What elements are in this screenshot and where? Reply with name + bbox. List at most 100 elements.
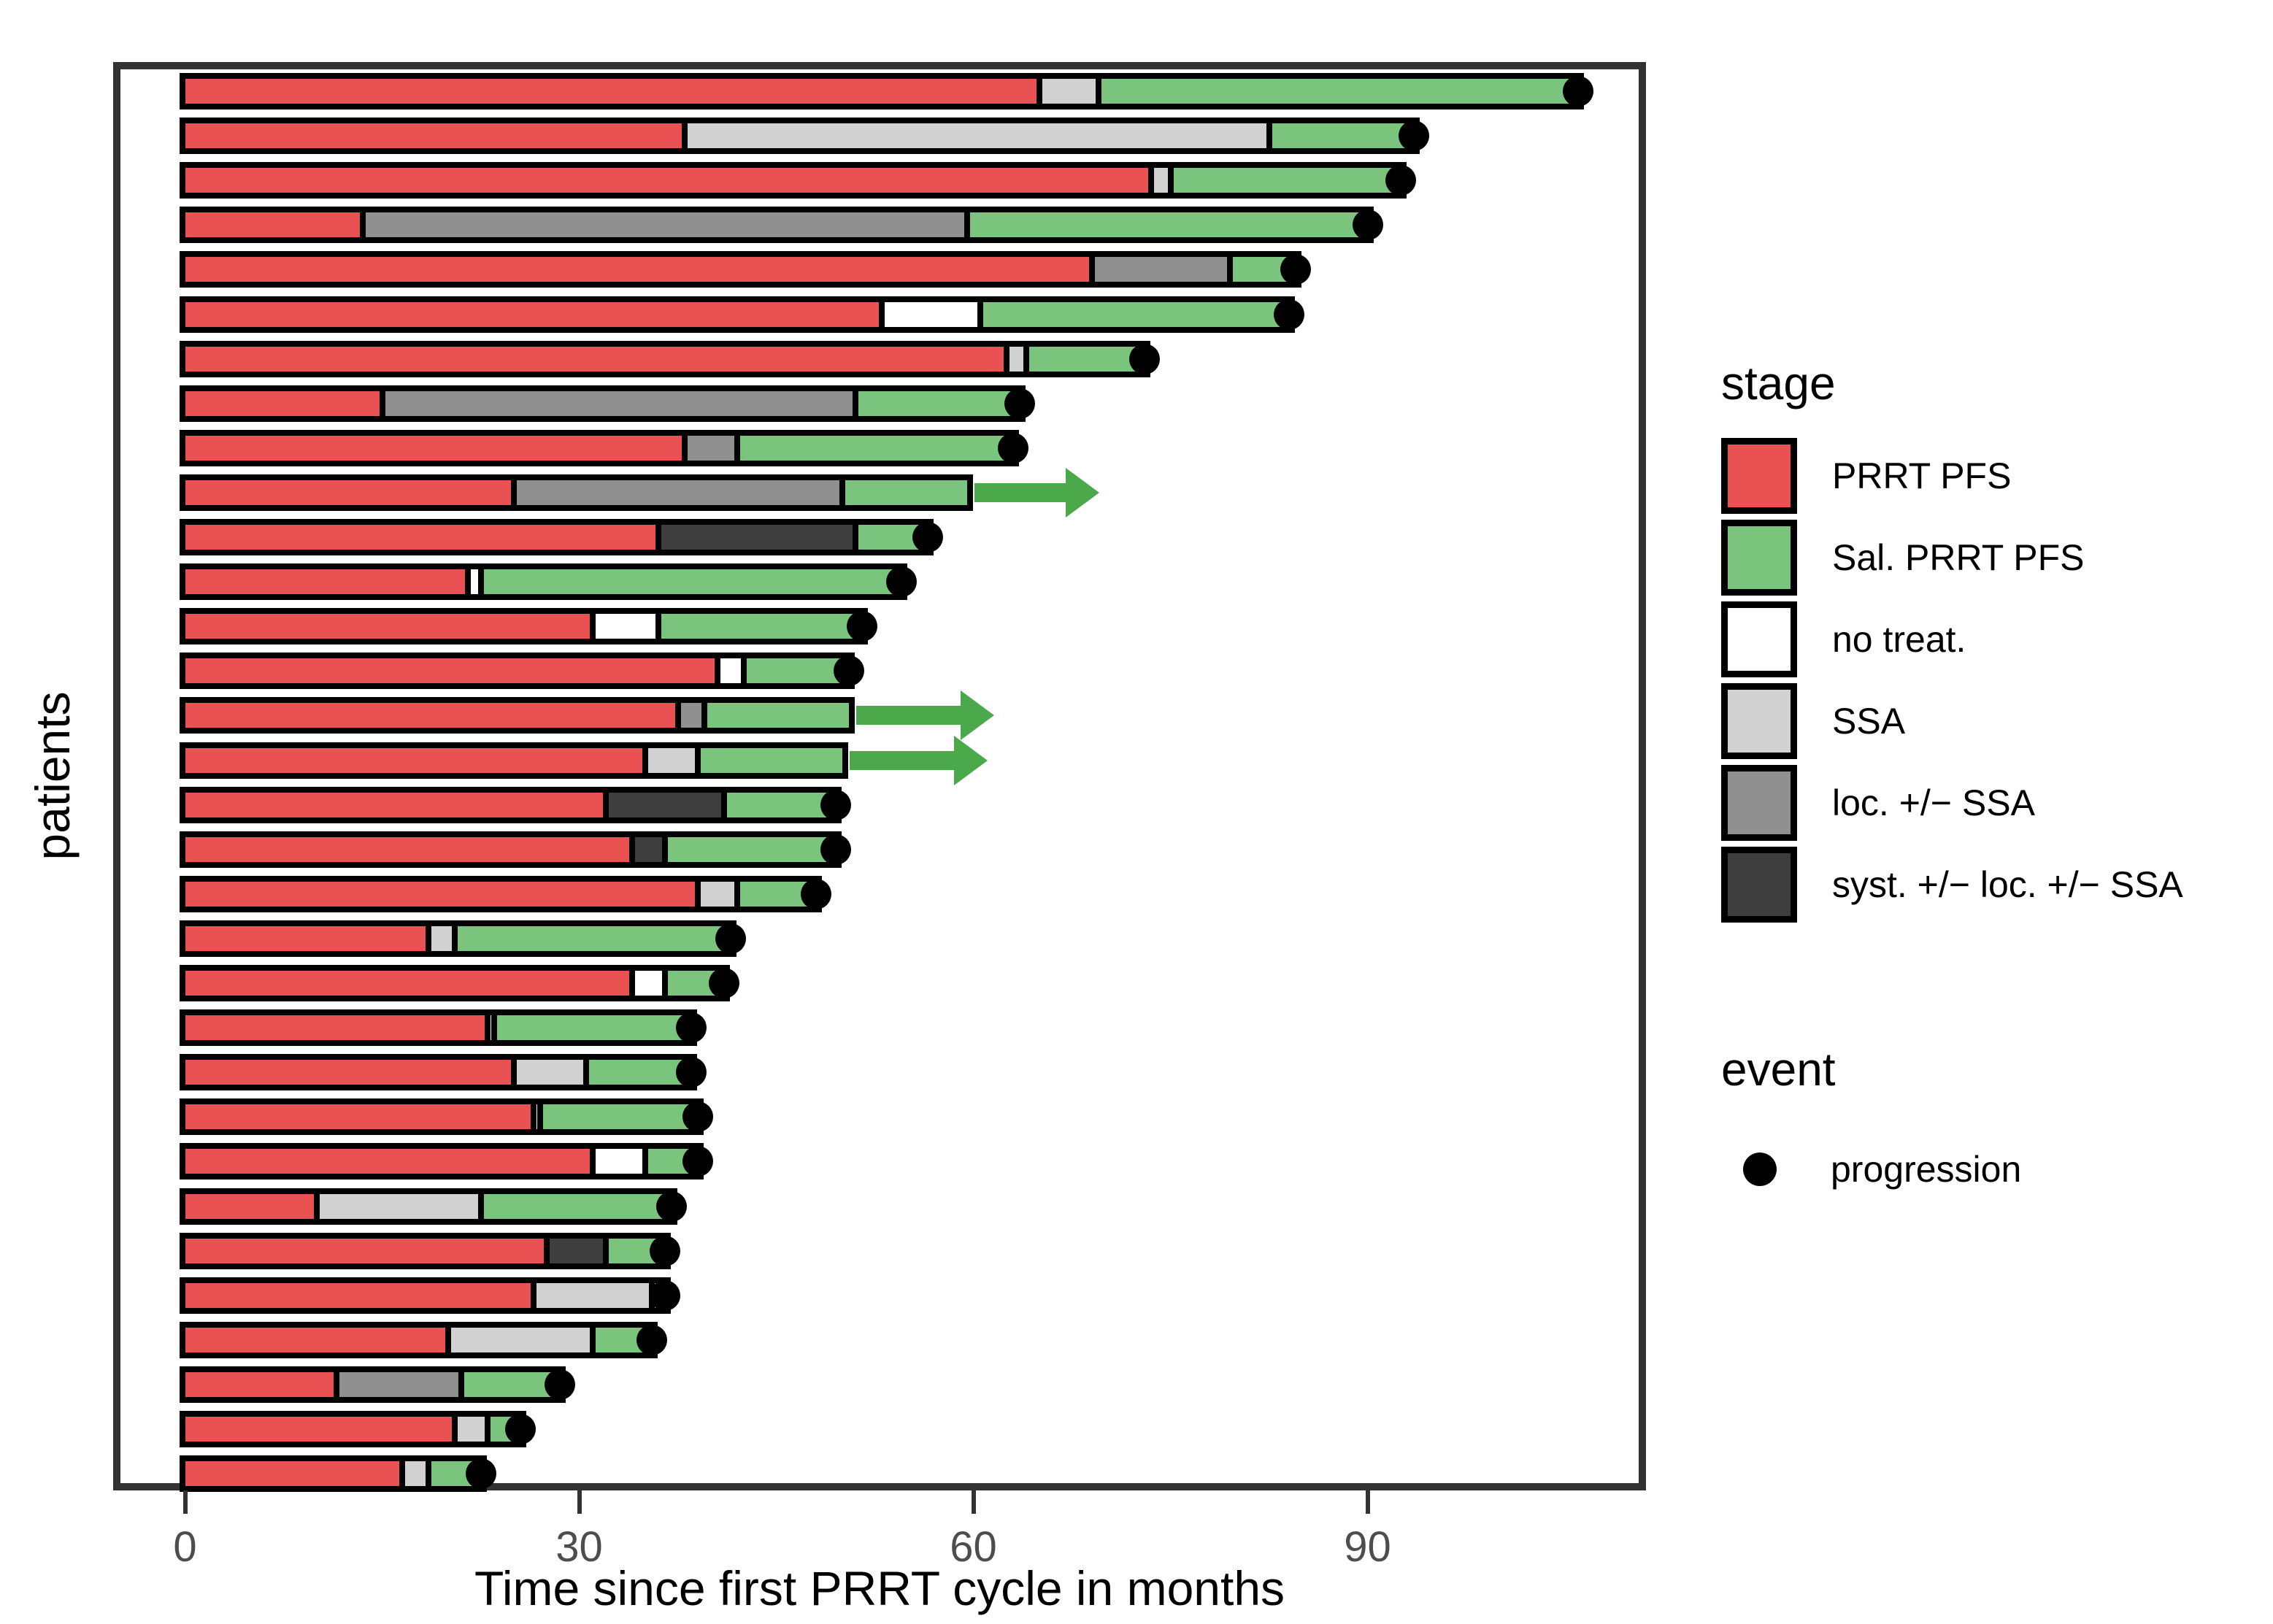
segment-divider [333,1366,339,1403]
segment-divider [458,1366,464,1403]
progression-dot [997,432,1028,463]
bar-segment [185,79,1039,104]
bar-segment [645,747,698,773]
ongoing-arrow [855,706,961,726]
segment-divider [484,1009,491,1047]
bar-segment [855,390,1020,416]
segment-divider [451,920,458,957]
bar-segment [539,1104,698,1130]
segment-divider [852,385,858,422]
bar-segment [592,614,658,639]
patient-bar [179,563,907,601]
bar-segment [1026,346,1145,372]
bar-segment [185,346,1007,372]
bar-segment [185,1327,448,1352]
progression-dot [708,968,739,998]
patient-bar [179,1411,526,1447]
segment-divider [425,1455,431,1493]
bar-segment [454,1417,488,1442]
patient-bar [179,251,1301,288]
legend-stage-item: loc. +/− SSA [1721,762,2273,844]
bar-segment [1091,257,1230,282]
patient-bar [179,429,1019,466]
progression-dot [715,923,746,954]
progression-dot [682,1101,713,1133]
x-tick [577,1490,582,1514]
progression-dot [682,1146,713,1177]
bar-segment [736,435,1013,461]
legend-label: no treat. [1832,619,1966,660]
progression-dot [1280,254,1311,285]
x-tick-label: 0 [173,1523,197,1571]
legend-label: SSA [1832,701,1906,742]
x-axis-title: Time since first PRRT cycle in months [474,1561,1285,1615]
bar-segment [743,658,849,684]
progression-dot [465,1458,496,1490]
segment-divider [852,519,858,555]
bar-segment [631,836,665,862]
patient-bar [179,742,848,779]
legend-swatch [1721,847,1797,923]
x-tick [971,1490,976,1514]
bar-segment [1269,123,1414,149]
progression-dot [675,1012,707,1044]
segment-divider [536,1098,543,1136]
segment-divider [701,697,707,734]
ongoing-arrow-head [960,690,994,741]
segment-divider [379,385,385,422]
bar-segment [185,881,698,907]
progression-dot [1398,120,1429,152]
progression-dot [820,789,851,820]
segment-divider [694,742,701,779]
bar-segment [447,1327,593,1352]
bar-segment [684,123,1269,149]
progression-dot [1004,388,1035,419]
bar-segment [185,301,882,327]
progression-dot [800,878,831,909]
bar-segment [185,836,632,862]
progression-dot [885,566,917,598]
plot-panel [113,62,1646,1493]
bar-segment [684,435,737,461]
bar-segment [487,1015,494,1041]
segment-divider [464,563,471,601]
segment-divider [1036,73,1042,109]
bar-segment [185,792,606,817]
segment-divider [964,207,970,244]
segment-divider [734,875,740,912]
patient-bar [179,1188,677,1225]
progression-dot [846,611,877,642]
bar-segment [185,703,678,728]
legend-stage-title: stage [1721,357,1836,409]
segment-divider [477,1188,484,1225]
bar-segment [382,390,855,416]
segment-divider [589,608,596,645]
bar-segment [185,658,718,684]
patient-bar [179,653,855,690]
progression-dot [1128,343,1160,374]
patient-bar [179,831,842,868]
legend-swatch [1721,683,1797,759]
segment-divider [661,831,668,868]
patient-bar [179,385,1026,422]
bar-segment [533,1282,652,1308]
segment-divider [1095,73,1101,109]
segment-divider [589,1321,596,1358]
ongoing-arrow-head [1065,467,1099,517]
segment-divider [1167,162,1174,199]
bar-segment [664,836,836,862]
progression-dot [649,1235,680,1266]
patient-bar [179,519,934,555]
bar-segment [480,569,901,595]
bar-segment [513,480,842,505]
segment-divider [878,296,885,333]
progression-dot [833,655,864,687]
segment-divider [740,653,747,690]
segment-divider [1266,118,1272,155]
bar-segment [185,480,514,505]
bar-segment [658,614,862,639]
segment-divider [602,786,609,823]
progression-dot [504,1414,536,1444]
bar-segment [185,525,658,550]
bar-segment [1039,79,1099,104]
